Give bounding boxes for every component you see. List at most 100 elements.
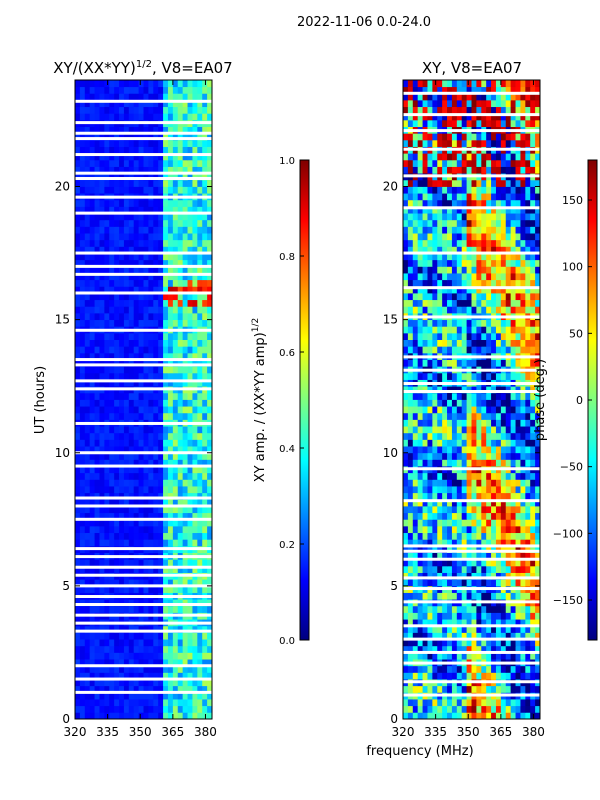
y-tick-label: 0 bbox=[390, 712, 398, 726]
gap-row bbox=[75, 603, 212, 607]
x-tick-label: 380 bbox=[522, 725, 545, 739]
gap-row bbox=[75, 565, 212, 569]
y-tick-label: 20 bbox=[383, 180, 398, 194]
gap-row bbox=[403, 467, 540, 471]
gap-row bbox=[75, 613, 212, 617]
y-tick-label: 10 bbox=[383, 446, 398, 460]
suptitle: 2022-11-06 0.0-24.0 bbox=[297, 15, 431, 30]
gap-row bbox=[403, 113, 540, 117]
gap-row bbox=[403, 147, 540, 151]
phase-colorbar-tick-label: 0 bbox=[576, 394, 583, 407]
colorbar-ticks: 0.0 0.2 0.4 0.6 0.8 1.0 −150 −100 −50 0 50 100 150 bbox=[279, 156, 592, 647]
left-heatmap bbox=[75, 80, 213, 720]
gap-row bbox=[403, 129, 540, 133]
gap-row bbox=[403, 587, 540, 591]
gap-row bbox=[75, 690, 212, 694]
gap-row bbox=[403, 650, 540, 654]
gap-row bbox=[403, 637, 540, 641]
x-tick-label: 320 bbox=[64, 725, 87, 739]
gap-row bbox=[403, 680, 540, 684]
amp-colorbar-tick-label: 0.2 bbox=[279, 540, 295, 551]
gap-row bbox=[75, 379, 212, 383]
gap-row bbox=[75, 272, 212, 276]
amp-colorbar-tick-label: 0.6 bbox=[279, 348, 295, 359]
gap-row bbox=[75, 664, 212, 668]
gap-row bbox=[403, 174, 540, 178]
y-tick-label: 15 bbox=[383, 313, 398, 327]
gap-row bbox=[403, 206, 540, 210]
x-tick-label: 335 bbox=[96, 725, 119, 739]
gap-row bbox=[75, 387, 212, 391]
x-tick-label: 350 bbox=[457, 725, 480, 739]
amp-colorbar-tick-label: 1.0 bbox=[279, 156, 295, 167]
gap-row bbox=[75, 264, 212, 268]
gap-row bbox=[75, 171, 212, 175]
left-title-suffix: , V8=EA07 bbox=[152, 59, 233, 77]
gap-row bbox=[75, 291, 212, 295]
amp-colorbar-label: XY amp. / (XX*YY amp)1/2 bbox=[251, 318, 268, 482]
gap-row bbox=[75, 504, 212, 508]
gap-row bbox=[75, 573, 212, 577]
gap-row bbox=[75, 621, 212, 625]
left-title-exponent: 1/2 bbox=[136, 59, 152, 70]
gap-row bbox=[403, 315, 540, 319]
gap-row bbox=[75, 421, 212, 425]
phase-colorbar-tick-label: −100 bbox=[553, 527, 583, 540]
gap-row bbox=[75, 137, 212, 141]
gap-row bbox=[75, 677, 212, 681]
x-tick-label: 365 bbox=[161, 725, 184, 739]
gap-row bbox=[403, 251, 540, 255]
gap-row bbox=[403, 549, 540, 553]
gap-row bbox=[75, 211, 212, 215]
gap-row bbox=[75, 195, 212, 199]
gap-row bbox=[75, 547, 212, 551]
phase-colorbar-tick-label: −150 bbox=[553, 594, 583, 607]
x-tick-label: 335 bbox=[424, 725, 447, 739]
gap-row bbox=[403, 661, 540, 665]
gap-row bbox=[403, 355, 540, 359]
right-axes-frame bbox=[402, 79, 541, 720]
phase-colorbar-tick-label: 150 bbox=[562, 194, 583, 207]
gap-row bbox=[75, 358, 212, 362]
gap-row bbox=[403, 382, 540, 386]
y-tick-label: 5 bbox=[390, 579, 398, 593]
gap-row bbox=[403, 499, 540, 503]
right-panel-title: XY, V8=EA07 bbox=[422, 59, 522, 77]
y-tick-label: 15 bbox=[55, 313, 70, 327]
gap-row bbox=[75, 363, 212, 367]
gap-row bbox=[75, 451, 212, 455]
x-tick-label: 380 bbox=[194, 725, 217, 739]
left-panel-title: XY/(XX*YY)1/2, V8=EA07 bbox=[53, 59, 232, 77]
left-ylabel: UT (hours) bbox=[33, 366, 48, 434]
phase-colorbar-tick-label: −50 bbox=[560, 461, 583, 474]
y-tick-label: 5 bbox=[62, 579, 70, 593]
gap-row bbox=[75, 121, 212, 125]
gap-row bbox=[403, 693, 540, 697]
gap-row bbox=[75, 464, 212, 468]
gap-row bbox=[75, 99, 212, 103]
left-title-main: XY/(XX*YY) bbox=[53, 59, 136, 77]
gap-row bbox=[75, 595, 212, 599]
amp-colorbar bbox=[299, 159, 310, 641]
gap-row bbox=[75, 584, 212, 588]
right-heatmap bbox=[403, 80, 541, 720]
gap-row bbox=[75, 251, 212, 255]
amp-colorbar-tick-label: 0.8 bbox=[279, 252, 295, 263]
xlabel: frequency (MHz) bbox=[366, 744, 473, 759]
gap-row bbox=[75, 555, 212, 559]
gap-row bbox=[75, 153, 212, 157]
y-tick-label: 20 bbox=[55, 180, 70, 194]
gap-row bbox=[75, 629, 212, 633]
phase-colorbar-tick-label: 50 bbox=[569, 327, 583, 340]
gap-row bbox=[403, 576, 540, 580]
gap-row bbox=[75, 131, 212, 135]
gap-row bbox=[403, 368, 540, 372]
gap-row bbox=[75, 517, 212, 521]
y-tick-label: 0 bbox=[62, 712, 70, 726]
phase-colorbar-label: phase (deg.) bbox=[533, 359, 548, 441]
gap-row bbox=[403, 544, 540, 548]
amp-colorbar-label-main: XY amp. / (XX*YY amp) bbox=[253, 332, 268, 482]
amp-colorbar-tick-label: 0.4 bbox=[279, 444, 295, 455]
gap-row bbox=[403, 390, 540, 394]
